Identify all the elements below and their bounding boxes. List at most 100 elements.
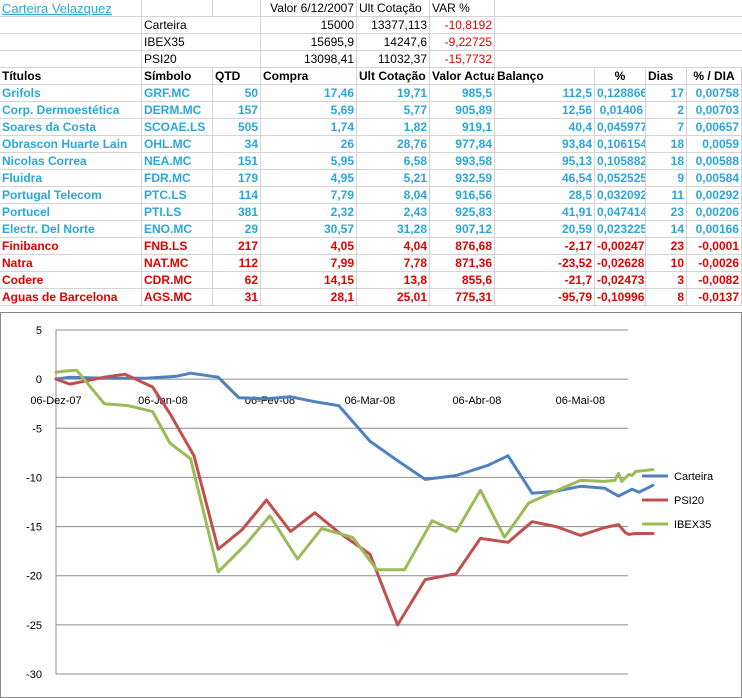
pct-dia-cell[interactable]: -0,0026 — [687, 255, 742, 272]
dias-cell[interactable]: 9 — [646, 170, 687, 187]
compra-cell[interactable]: 4,05 — [261, 238, 357, 255]
pct-dia-cell[interactable]: 0,00657 — [687, 119, 742, 136]
ult-cotacao-cell[interactable]: 4,04 — [357, 238, 430, 255]
summary-var-pct[interactable]: -9,22725 — [430, 34, 495, 51]
balanco-cell[interactable]: 46,54 — [495, 170, 595, 187]
pct-cell[interactable]: 0,105882 — [595, 153, 646, 170]
compra-cell[interactable]: 14,15 — [261, 272, 357, 289]
header-dias[interactable]: Dias — [646, 68, 687, 85]
pct-dia-cell[interactable]: 0,00206 — [687, 204, 742, 221]
valor-actual-cell[interactable]: 993,58 — [430, 153, 495, 170]
valor-actual-cell[interactable]: 916,56 — [430, 187, 495, 204]
simbolo-cell[interactable]: NEA.MC — [142, 153, 213, 170]
pct-dia-cell[interactable]: 0,00292 — [687, 187, 742, 204]
simbolo-cell[interactable]: FDR.MC — [142, 170, 213, 187]
ult-cotacao-cell[interactable]: 19,71 — [357, 85, 430, 102]
header-ult-cotacao-summary[interactable]: Ult Cotação — [357, 0, 430, 17]
header-ult-cotacao[interactable]: Ult Cotação — [357, 68, 430, 85]
simbolo-cell[interactable]: SCOAE.LS — [142, 119, 213, 136]
ult-cotacao-cell[interactable]: 1,82 — [357, 119, 430, 136]
ult-cotacao-cell[interactable]: 31,28 — [357, 221, 430, 238]
qtd-cell[interactable]: 114 — [213, 187, 261, 204]
pct-dia-cell[interactable]: -0,0001 — [687, 238, 742, 255]
dias-cell[interactable]: 10 — [646, 255, 687, 272]
summary-ult-cotacao[interactable]: 14247,6 — [357, 34, 430, 51]
valor-actual-cell[interactable]: 907,12 — [430, 221, 495, 238]
ult-cotacao-cell[interactable]: 25,01 — [357, 289, 430, 306]
simbolo-cell[interactable]: AGS.MC — [142, 289, 213, 306]
balanco-cell[interactable]: 93,84 — [495, 136, 595, 153]
header-pct[interactable]: % — [595, 68, 646, 85]
ult-cotacao-cell[interactable]: 28,76 — [357, 136, 430, 153]
pct-cell[interactable]: -0,02473 — [595, 272, 646, 289]
compra-cell[interactable]: 7,99 — [261, 255, 357, 272]
pct-dia-cell[interactable]: 0,00584 — [687, 170, 742, 187]
titulo-cell[interactable]: Aguas de Barcelona — [0, 289, 142, 306]
summary-ult-cotacao[interactable]: 13377,113 — [357, 17, 430, 34]
pct-dia-cell[interactable]: 0,0059 — [687, 136, 742, 153]
dias-cell[interactable]: 14 — [646, 221, 687, 238]
summary-valor[interactable]: 13098,41 — [261, 51, 357, 68]
compra-cell[interactable]: 5,95 — [261, 153, 357, 170]
dias-cell[interactable]: 18 — [646, 153, 687, 170]
dias-cell[interactable]: 7 — [646, 119, 687, 136]
ult-cotacao-cell[interactable]: 13,8 — [357, 272, 430, 289]
pct-cell[interactable]: 0,01406 — [595, 102, 646, 119]
balanco-cell[interactable]: 95,13 — [495, 153, 595, 170]
header-balanco[interactable]: Balanço — [495, 68, 595, 85]
ult-cotacao-cell[interactable]: 6,58 — [357, 153, 430, 170]
header-valor-actual[interactable]: Valor Actual — [430, 68, 495, 85]
pct-dia-cell[interactable]: 0,00166 — [687, 221, 742, 238]
balanco-cell[interactable]: 112,5 — [495, 85, 595, 102]
cell[interactable] — [0, 17, 142, 34]
qtd-cell[interactable]: 179 — [213, 170, 261, 187]
titulo-cell[interactable]: Electr. Del Norte — [0, 221, 142, 238]
simbolo-cell[interactable]: DERM.MC — [142, 102, 213, 119]
balanco-cell[interactable]: -23,52 — [495, 255, 595, 272]
compra-cell[interactable]: 28,1 — [261, 289, 357, 306]
balanco-cell[interactable]: -95,79 — [495, 289, 595, 306]
qtd-cell[interactable]: 157 — [213, 102, 261, 119]
pct-cell[interactable]: 0,128866 — [595, 85, 646, 102]
header-compra[interactable]: Compra — [261, 68, 357, 85]
valor-actual-cell[interactable]: 985,5 — [430, 85, 495, 102]
dias-cell[interactable]: 17 — [646, 85, 687, 102]
balanco-cell[interactable]: 20,59 — [495, 221, 595, 238]
qtd-cell[interactable]: 505 — [213, 119, 261, 136]
pct-dia-cell[interactable]: 0,00588 — [687, 153, 742, 170]
summary-var-pct[interactable]: -10,8192 — [430, 17, 495, 34]
simbolo-cell[interactable]: PTI.LS — [142, 204, 213, 221]
cell[interactable] — [213, 0, 261, 17]
ult-cotacao-cell[interactable]: 8,04 — [357, 187, 430, 204]
dias-cell[interactable]: 2 — [646, 102, 687, 119]
cell[interactable] — [495, 17, 742, 34]
valor-actual-cell[interactable]: 919,1 — [430, 119, 495, 136]
titulo-cell[interactable]: Grifols — [0, 85, 142, 102]
compra-cell[interactable]: 5,69 — [261, 102, 357, 119]
titulo-cell[interactable]: Corp. Dermoestética — [0, 102, 142, 119]
pct-dia-cell[interactable]: 0,00703 — [687, 102, 742, 119]
simbolo-cell[interactable]: FNB.LS — [142, 238, 213, 255]
simbolo-cell[interactable]: PTC.LS — [142, 187, 213, 204]
ult-cotacao-cell[interactable]: 5,21 — [357, 170, 430, 187]
pct-cell[interactable]: 0,045977 — [595, 119, 646, 136]
dias-cell[interactable]: 23 — [646, 204, 687, 221]
pct-dia-cell[interactable]: -0,0082 — [687, 272, 742, 289]
titulo-cell[interactable]: Natra — [0, 255, 142, 272]
compra-cell[interactable]: 26 — [261, 136, 357, 153]
header-pct-dia[interactable]: % / DIA — [687, 68, 742, 85]
qtd-cell[interactable]: 151 — [213, 153, 261, 170]
line-chart[interactable]: 5 0 -5 -10 -15 -20 -25 -30 06-Dez-07 06-Jan-08 06-… — [0, 312, 742, 698]
summary-name[interactable]: PSI20 — [142, 51, 261, 68]
balanco-cell[interactable]: -21,7 — [495, 272, 595, 289]
titulo-cell[interactable]: Obrascon Huarte Lain — [0, 136, 142, 153]
valor-actual-cell[interactable]: 977,84 — [430, 136, 495, 153]
qtd-cell[interactable]: 50 — [213, 85, 261, 102]
qtd-cell[interactable]: 34 — [213, 136, 261, 153]
balanco-cell[interactable]: 28,5 — [495, 187, 595, 204]
pct-cell[interactable]: 0,047414 — [595, 204, 646, 221]
dias-cell[interactable]: 11 — [646, 187, 687, 204]
qtd-cell[interactable]: 112 — [213, 255, 261, 272]
simbolo-cell[interactable]: GRF.MC — [142, 85, 213, 102]
header-valor-data[interactable]: Valor 6/12/2007 — [261, 0, 357, 17]
